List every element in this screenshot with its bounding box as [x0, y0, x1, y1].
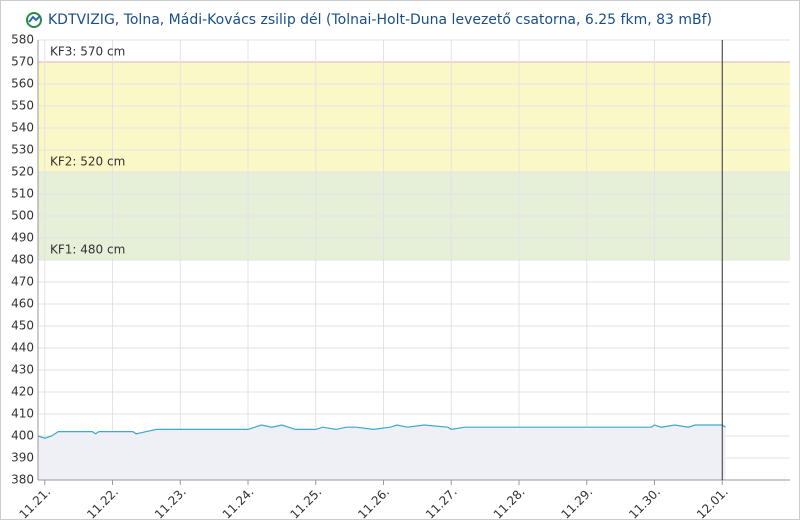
y-tick-label: 520: [11, 165, 34, 179]
y-tick-label: 580: [11, 33, 34, 47]
y-tick-label: 500: [11, 209, 34, 223]
threshold-label: KF2: 520 cm: [50, 155, 125, 169]
y-tick-label: 470: [11, 275, 34, 289]
y-tick-label: 530: [11, 143, 34, 157]
y-tick-label: 550: [11, 99, 34, 113]
y-tick-label: 480: [11, 253, 34, 267]
y-tick-label: 420: [11, 385, 34, 399]
y-tick-label: 490: [11, 231, 34, 245]
logo-icon: [26, 12, 42, 28]
y-tick-label: 540: [11, 121, 34, 135]
y-tick-label: 430: [11, 363, 34, 377]
y-tick-label: 570: [11, 55, 34, 69]
line: [37, 424, 726, 439]
area: [38, 425, 726, 480]
y-tick-label: 410: [11, 407, 34, 421]
y-tick-label: 400: [11, 429, 34, 443]
y-tick-label: 390: [11, 451, 34, 465]
y-tick-label: 440: [11, 341, 34, 355]
threshold-band: [38, 62, 790, 172]
y-tick-label: 460: [11, 297, 34, 311]
threshold-label: KF3: 570 cm: [50, 45, 125, 59]
y-tick-label: 510: [11, 187, 34, 201]
chart-title: KDTVIZIG, Tolna, Mádi-Kovács zsilip dél …: [48, 12, 712, 28]
y-tick-label: 450: [11, 319, 34, 333]
y-tick-label: 560: [11, 77, 34, 91]
y-tick-label: 380: [11, 473, 34, 487]
threshold-label: KF1: 480 cm: [50, 243, 125, 257]
